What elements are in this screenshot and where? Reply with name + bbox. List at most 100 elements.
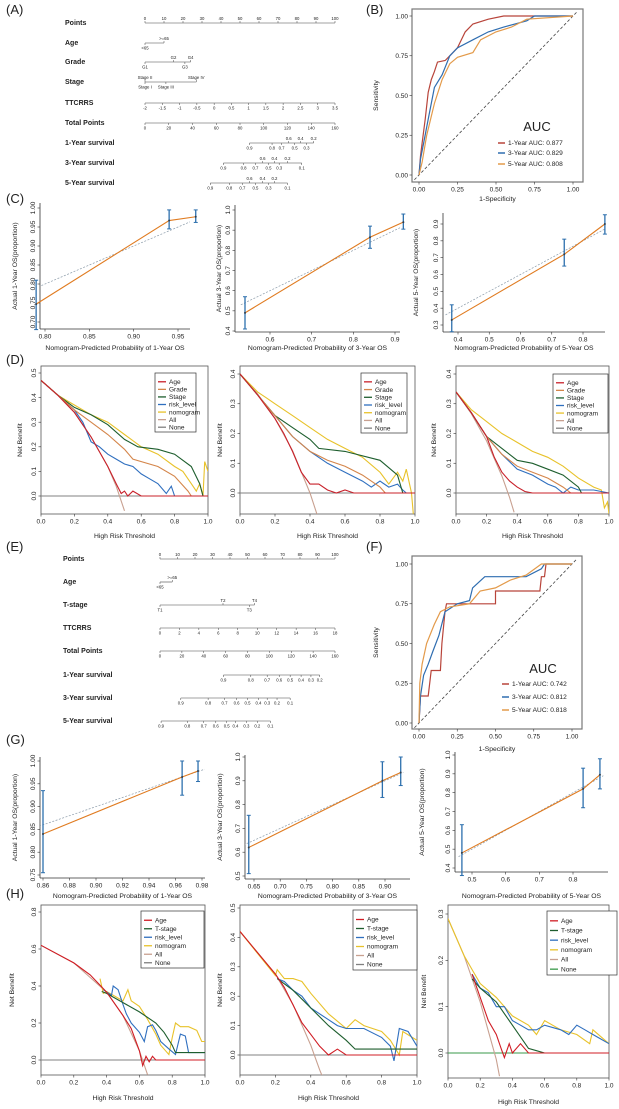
- y-tick-label: 0.1: [230, 1021, 237, 1030]
- nomogram-tick-label: 140: [308, 126, 316, 131]
- ideal-line: [445, 228, 605, 316]
- nomogram-row-label: 5-Year survival: [63, 718, 112, 725]
- y-tick-label: 0.6: [235, 847, 242, 856]
- nomogram-row-label: Age: [63, 579, 76, 586]
- calibration-point: [168, 219, 171, 222]
- y-tick-label: 0.75: [30, 868, 37, 881]
- x-tick-label: 0.6: [265, 337, 274, 344]
- nomogram-row-label: Grade: [65, 59, 85, 66]
- dca-line-grade: [240, 373, 415, 494]
- legend-label: nomogram: [155, 943, 186, 950]
- x-tick-label: 0.2: [270, 519, 279, 526]
- nomogram-tick-label: 160: [331, 126, 339, 131]
- x-tick-label: 1.0: [604, 519, 613, 526]
- x-tick-label: 0.6: [543, 519, 552, 526]
- x-tick-label: 0.2: [70, 519, 79, 526]
- nomogram-tick-label: 0.5: [224, 724, 231, 729]
- nomogram-tick-label: 4: [198, 631, 201, 636]
- nomogram-tick-label: 20: [193, 552, 198, 557]
- x-tick-label: 0.8: [568, 877, 577, 884]
- calibration-point: [35, 303, 38, 306]
- nomogram-tick-label: 0: [159, 631, 162, 636]
- y-tick-label: 0.2: [31, 1018, 38, 1027]
- y-axis-label: Actual 5-Year OS(proportion): [419, 768, 426, 855]
- nomogram-tick-label: 0.8: [184, 724, 191, 729]
- x-tick-label: 0.4: [306, 1080, 315, 1087]
- roc-curve-3-year: [418, 15, 573, 176]
- y-tick-label: 0.0: [230, 1050, 237, 1059]
- ideal-line: [458, 775, 604, 858]
- y-axis-label: Net Benefit: [217, 973, 224, 1007]
- plot-frame: [40, 904, 206, 1076]
- y-tick-label: 0.4: [31, 393, 38, 402]
- nomogram-tick-label: 0.7: [239, 186, 246, 191]
- nomogram-tick-label: 0.4: [298, 136, 305, 141]
- legend-label: All: [169, 417, 177, 424]
- calibration-curve: [461, 774, 601, 854]
- nomogram-tick-label: 0.6: [260, 156, 267, 161]
- y-tick-label: 0.80: [30, 277, 37, 290]
- nomogram-tick-label: 100: [331, 552, 339, 557]
- y-tick-label: 1.00: [30, 201, 37, 214]
- nomogram-tick-label: 0: [144, 16, 147, 21]
- nomogram-tick-label: -0.5: [193, 106, 201, 111]
- legend-label: All: [367, 953, 375, 960]
- legend-label: Age: [561, 918, 573, 925]
- x-tick-label: 0.7: [535, 877, 544, 884]
- nomogram-tick-label: 0.8: [226, 186, 233, 191]
- legend-label: Age: [567, 380, 579, 387]
- x-tick-label: 0.4: [305, 519, 314, 526]
- nomogram-tick-label: 160: [331, 654, 339, 659]
- nomogram-tick-label: 100: [260, 126, 268, 131]
- y-tick-label: 0.4: [433, 303, 440, 312]
- nomogram-tick-label: 30: [200, 16, 205, 21]
- y-tick-label: 0.0: [230, 488, 237, 497]
- nomogram-tick-label: <65: [156, 585, 164, 590]
- dca-line-nomogram: [456, 391, 609, 514]
- legend-label: All: [155, 951, 163, 958]
- nomogram-tick-label: 12: [274, 631, 279, 636]
- y-tick-label: 0.7: [225, 266, 232, 275]
- nomogram-tick-label: G1: [142, 65, 148, 70]
- y-tick-label: 0.00: [395, 172, 408, 179]
- x-tick-label: 0.96: [169, 883, 182, 890]
- y-tick-label: 0.4: [445, 863, 452, 872]
- dca-line-grade: [41, 379, 208, 497]
- dca-line-age: [41, 379, 208, 497]
- x-tick-label: 0.95: [172, 334, 185, 341]
- nomogram-tick-label: 0.9: [178, 701, 185, 706]
- dca-line-risk-level: [41, 379, 208, 497]
- x-axis-label: High Risk Threshold: [502, 533, 563, 540]
- nomogram-row-label: Stage: [65, 79, 84, 86]
- legend-label: risk_level: [169, 402, 197, 409]
- x-tick-label: 0.8: [574, 519, 583, 526]
- nomogram-tick-label: 0.6: [286, 136, 293, 141]
- y-tick-label: 0.5: [225, 306, 232, 315]
- x-axis-label: High Risk Threshold: [94, 533, 155, 540]
- y-tick-label: 0.8: [433, 236, 440, 245]
- panel-label-d: (D): [6, 352, 24, 367]
- roc-curve-3-year: [418, 563, 572, 724]
- y-tick-label: 0.00: [395, 720, 408, 727]
- nomogram-tick-label: 0.2: [285, 156, 292, 161]
- y-tick-label: 0.2: [230, 991, 237, 1000]
- y-axis-label: Actual 1-Year OS(proportion): [12, 222, 19, 309]
- y-axis-label: Net Benefit: [421, 975, 428, 1009]
- x-tick-label: 0.8: [170, 519, 179, 526]
- nomogram-tick-label: -2: [143, 106, 147, 111]
- y-tick-label: 0.90: [30, 800, 37, 813]
- y-tick-label: 0.0: [438, 1048, 445, 1057]
- x-tick-label: 0.6: [340, 519, 349, 526]
- nomogram-tick-label: 0.6: [247, 176, 254, 181]
- x-tick-label: 0.8: [377, 1080, 386, 1087]
- y-tick-label: 0.90: [30, 239, 37, 252]
- nomogram-tick-label: 0.6: [213, 724, 220, 729]
- nomogram-tick-label: T3: [247, 608, 253, 613]
- nomogram-tick-label: 10: [255, 631, 260, 636]
- dca-line-age: [471, 974, 609, 1060]
- x-tick-label: 0.7: [307, 337, 316, 344]
- legend-label: risk_level: [567, 403, 595, 410]
- nomogram-tick-label: 50: [245, 552, 250, 557]
- nomogram-tick-label: T2: [220, 598, 226, 603]
- legend-label: risk_level: [375, 402, 403, 409]
